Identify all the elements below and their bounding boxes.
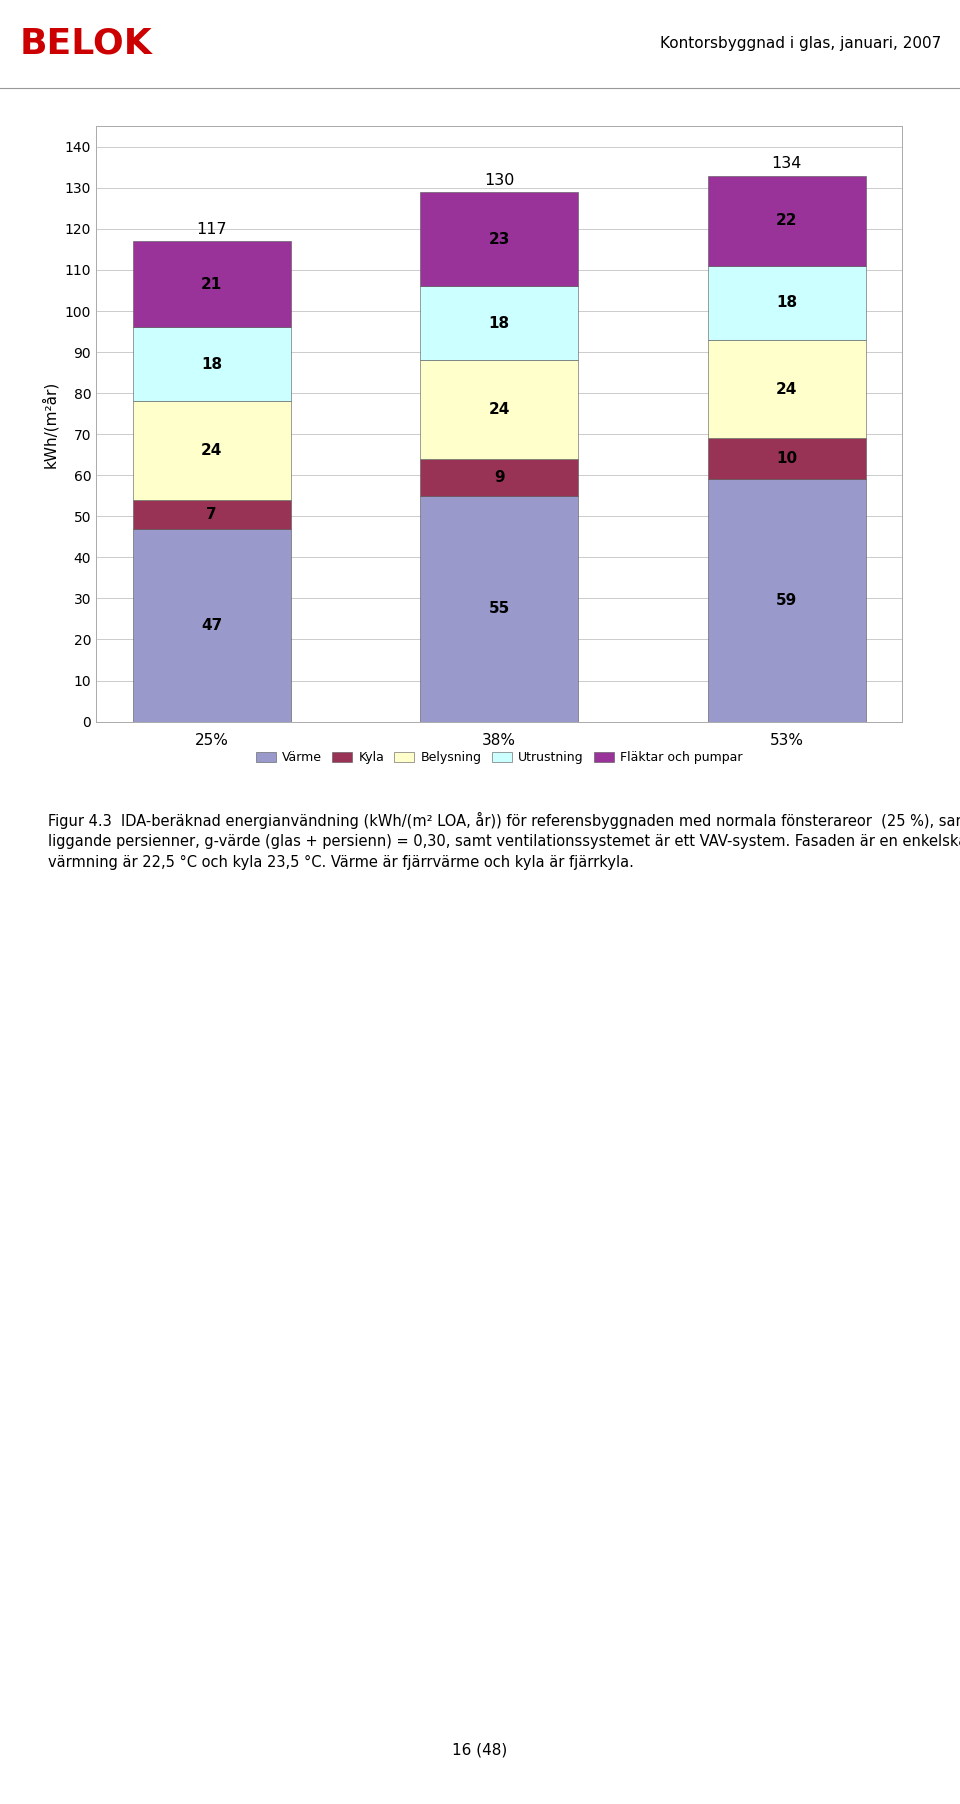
Text: 22: 22 [776, 213, 798, 229]
Text: 18: 18 [489, 316, 510, 330]
Bar [708, 339, 866, 438]
Bar [420, 361, 578, 458]
Text: 9: 9 [493, 469, 505, 485]
Text: 59: 59 [776, 594, 798, 608]
Text: 24: 24 [489, 402, 510, 417]
Text: 7: 7 [206, 507, 217, 521]
Text: 55: 55 [489, 601, 510, 617]
Text: 10: 10 [776, 451, 797, 467]
Bar [132, 328, 291, 400]
Text: Figur 4.3  IDA-beräknad energianvändning (kWh/(m² LOA, år)) för referensbyggnade: Figur 4.3 IDA-beräknad energianvändning … [48, 812, 960, 870]
Y-axis label: kWh/(m²år): kWh/(m²år) [41, 381, 58, 467]
Text: 18: 18 [202, 357, 223, 372]
Bar [708, 265, 866, 339]
Text: Kontorsbyggnad i glas, januari, 2007: Kontorsbyggnad i glas, januari, 2007 [660, 36, 941, 51]
Text: 21: 21 [201, 276, 223, 292]
Bar [132, 500, 291, 529]
Bar [708, 480, 866, 722]
Text: BELOK: BELOK [19, 27, 152, 60]
Legend: Värme, Kyla, Belysning, Utrustning, Fläktar och pumpar: Värme, Kyla, Belysning, Utrustning, Fläk… [256, 750, 742, 765]
Text: 23: 23 [489, 231, 510, 247]
Bar [420, 191, 578, 287]
Bar [132, 529, 291, 722]
Bar [420, 287, 578, 361]
Text: 130: 130 [484, 173, 515, 188]
Bar [708, 175, 866, 265]
Text: 117: 117 [197, 222, 227, 236]
Bar [132, 242, 291, 328]
Text: 134: 134 [772, 157, 802, 171]
Bar [420, 496, 578, 722]
Text: 24: 24 [201, 444, 223, 458]
Text: 47: 47 [201, 617, 223, 633]
Bar [708, 438, 866, 480]
Text: 18: 18 [776, 296, 797, 310]
Bar [132, 400, 291, 500]
Text: 24: 24 [776, 381, 798, 397]
Bar [420, 458, 578, 496]
Text: 16 (48): 16 (48) [452, 1743, 508, 1757]
